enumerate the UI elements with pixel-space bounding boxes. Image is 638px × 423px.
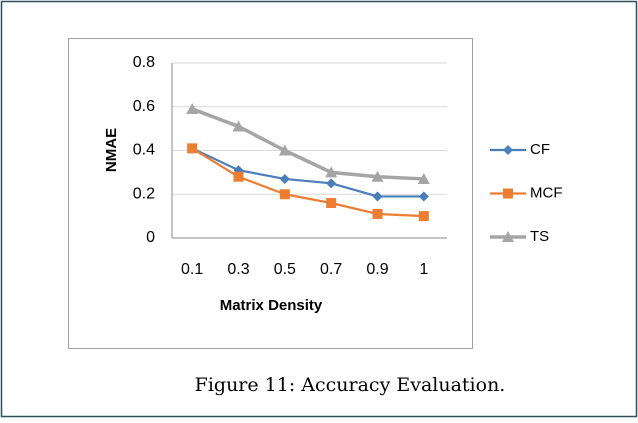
data-point bbox=[418, 191, 429, 202]
data-point bbox=[325, 166, 338, 178]
data-point bbox=[233, 171, 244, 182]
data-point bbox=[372, 191, 383, 202]
data-point bbox=[279, 189, 290, 200]
series-line bbox=[191, 107, 424, 181]
y-tick-label: 0 bbox=[146, 229, 155, 246]
data-point bbox=[326, 198, 337, 208]
data-point bbox=[371, 170, 384, 182]
legend-label: MCF bbox=[530, 184, 563, 201]
data-point bbox=[278, 144, 291, 156]
x-tick-label: 1 bbox=[419, 261, 428, 278]
y-axis-title: NMAE bbox=[103, 128, 120, 172]
x-tick-label: 0.7 bbox=[320, 261, 342, 278]
legend-marker bbox=[503, 188, 513, 199]
legend-marker bbox=[503, 145, 513, 155]
data-point bbox=[232, 120, 245, 132]
data-point bbox=[187, 143, 198, 154]
y-tick-label: 0.2 bbox=[133, 185, 155, 202]
x-tick-label: 0.1 bbox=[181, 261, 203, 278]
data-point bbox=[418, 211, 429, 222]
data-point bbox=[326, 178, 337, 189]
data-point bbox=[372, 208, 383, 219]
series-line bbox=[191, 147, 424, 198]
x-tick-label: 0.9 bbox=[366, 261, 388, 278]
data-point bbox=[417, 172, 430, 184]
data-point bbox=[279, 173, 290, 184]
x-tick-label: 0.3 bbox=[227, 261, 249, 278]
legend-label: TS bbox=[530, 228, 549, 245]
x-tick-label: 0.5 bbox=[274, 261, 296, 278]
data-point bbox=[186, 102, 199, 114]
chart-frame bbox=[68, 38, 473, 349]
caption: Figure 11: Accuracy Evaluation. bbox=[195, 374, 506, 396]
y-tick-label: 0.6 bbox=[133, 98, 155, 115]
legend-label: CF bbox=[530, 141, 550, 158]
legend-marker bbox=[502, 231, 514, 242]
series-line bbox=[191, 147, 424, 218]
x-axis-title: Matrix Density bbox=[220, 297, 323, 314]
y-tick-label: 0.4 bbox=[133, 142, 155, 159]
y-tick-label: 0.8 bbox=[133, 54, 155, 71]
